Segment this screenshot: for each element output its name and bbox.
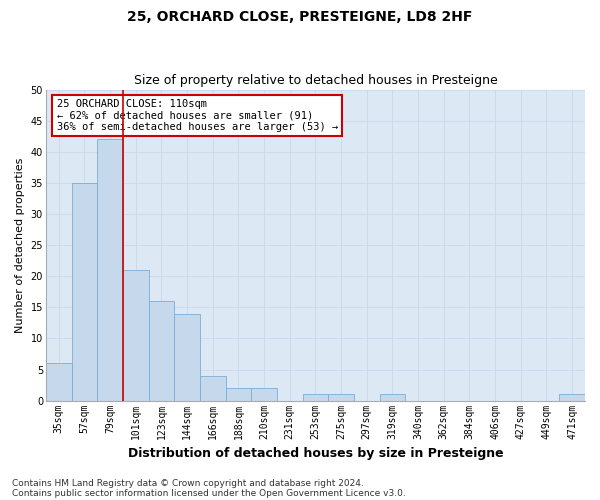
Bar <box>46 364 71 401</box>
Bar <box>226 388 251 400</box>
Title: Size of property relative to detached houses in Presteigne: Size of property relative to detached ho… <box>134 74 497 87</box>
Bar <box>328 394 354 400</box>
Bar <box>200 376 226 400</box>
Text: 25 ORCHARD CLOSE: 110sqm
← 62% of detached houses are smaller (91)
36% of semi-d: 25 ORCHARD CLOSE: 110sqm ← 62% of detach… <box>56 99 338 132</box>
Bar <box>559 394 585 400</box>
Bar <box>149 301 174 400</box>
Y-axis label: Number of detached properties: Number of detached properties <box>15 158 25 333</box>
Bar <box>380 394 405 400</box>
Bar <box>71 183 97 400</box>
Text: Contains HM Land Registry data © Crown copyright and database right 2024.: Contains HM Land Registry data © Crown c… <box>12 478 364 488</box>
Bar <box>251 388 277 400</box>
Bar <box>123 270 149 400</box>
X-axis label: Distribution of detached houses by size in Presteigne: Distribution of detached houses by size … <box>128 447 503 460</box>
Text: Contains public sector information licensed under the Open Government Licence v3: Contains public sector information licen… <box>12 488 406 498</box>
Bar <box>97 140 123 400</box>
Bar <box>174 314 200 400</box>
Bar <box>302 394 328 400</box>
Text: 25, ORCHARD CLOSE, PRESTEIGNE, LD8 2HF: 25, ORCHARD CLOSE, PRESTEIGNE, LD8 2HF <box>127 10 473 24</box>
